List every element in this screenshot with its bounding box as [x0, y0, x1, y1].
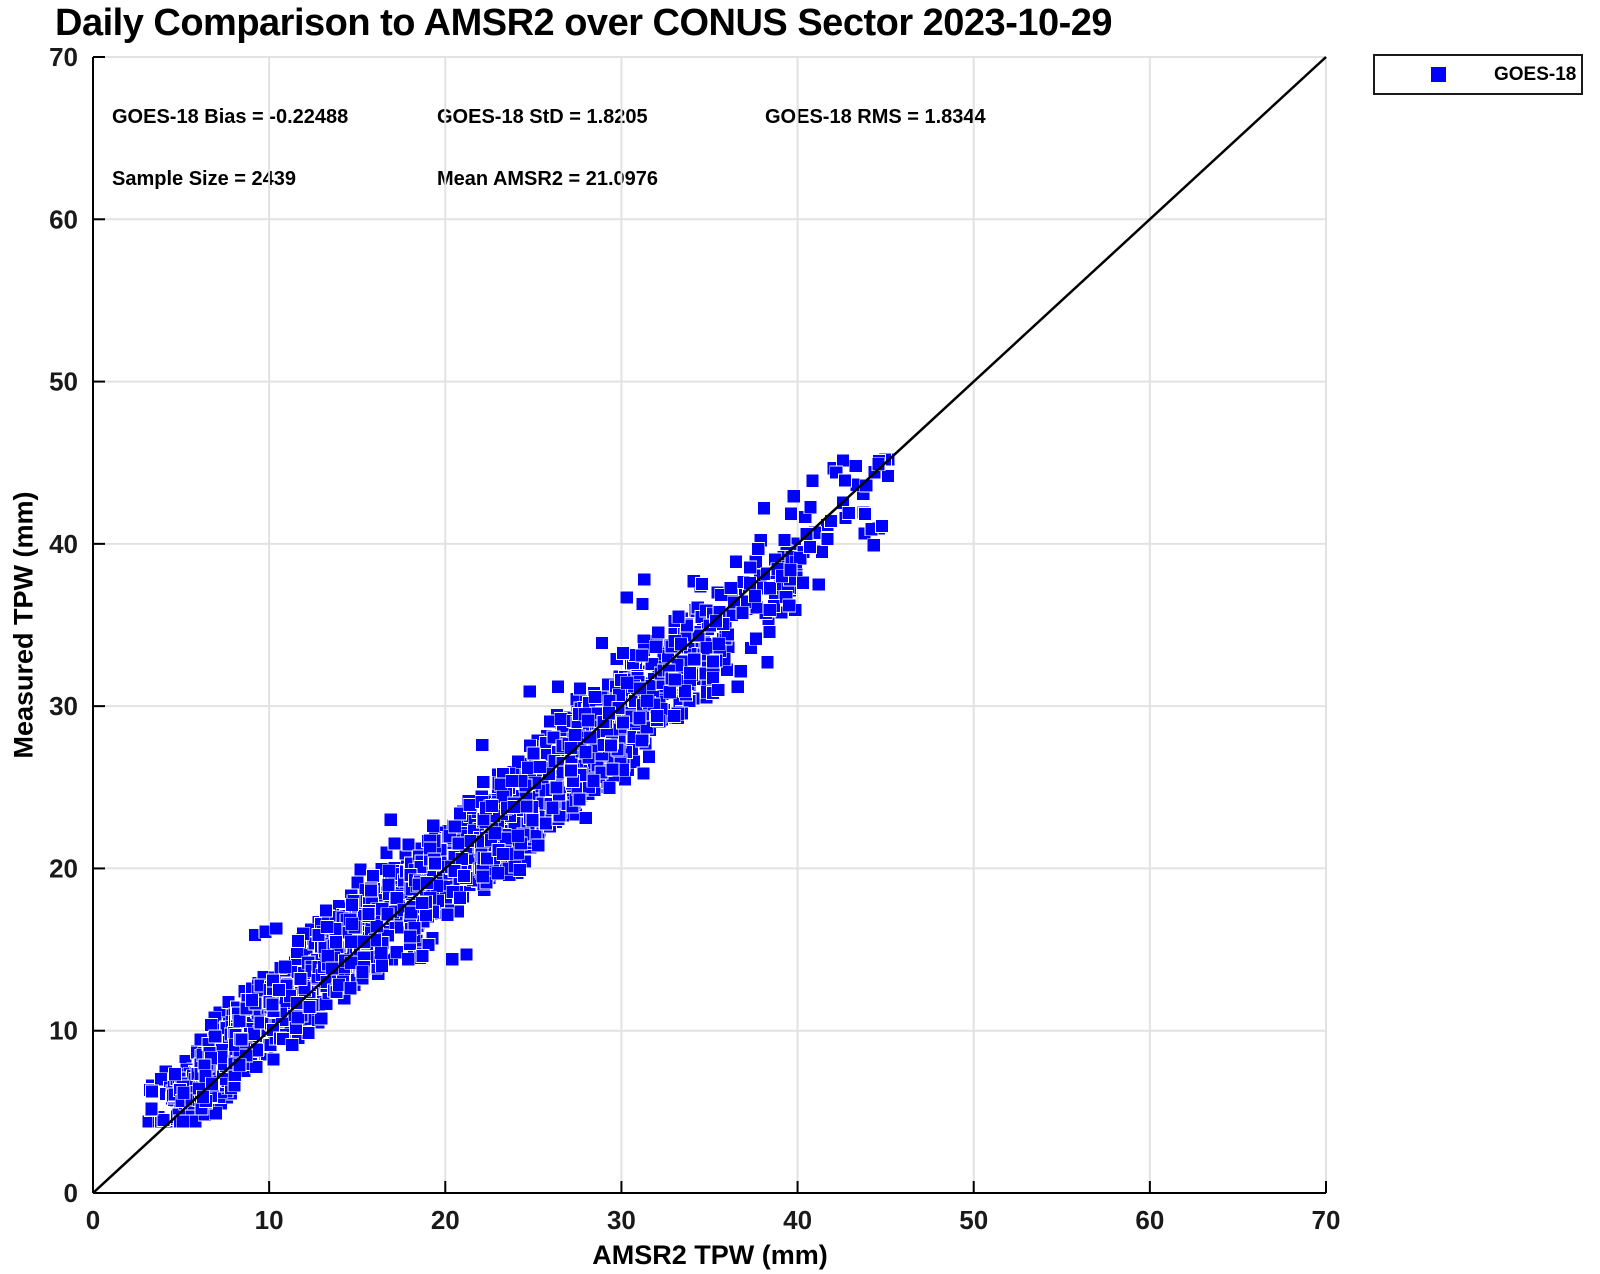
- chart-title: Daily Comparison to AMSR2 over CONUS Sec…: [55, 2, 1113, 44]
- y-tick-label: 40: [49, 529, 78, 559]
- legend-label: GOES-18: [1494, 63, 1577, 85]
- y-tick-label: 20: [49, 853, 78, 883]
- identity-line: [92, 56, 1327, 1194]
- stat-rms: GOES-18 RMS = 1.8344: [765, 106, 986, 128]
- x-tick-label: 50: [959, 1205, 988, 1235]
- x-tick-label: 70: [1312, 1205, 1341, 1235]
- legend-marker-square-icon: [1431, 67, 1446, 82]
- stat-mean-amsr2: Mean AMSR2 = 21.0976: [437, 168, 659, 190]
- scatter-points: [141, 452, 896, 1129]
- x-tick-label: 20: [431, 1205, 460, 1235]
- y-tick-label: 10: [49, 1016, 78, 1046]
- stat-bias: GOES-18 Bias = -0.22488: [112, 106, 349, 128]
- y-tick-label: 50: [49, 367, 78, 397]
- x-axis-label: AMSR2 TPW (mm): [592, 1240, 828, 1270]
- y-tick-label: 30: [49, 691, 78, 721]
- x-tick-label: 40: [783, 1205, 812, 1235]
- x-tick-label: 30: [607, 1205, 636, 1235]
- stat-std: GOES-18 StD = 1.8205: [437, 106, 648, 128]
- x-tick-label: 10: [255, 1205, 284, 1235]
- x-tick-label: 0: [86, 1205, 100, 1235]
- x-tick-label: 60: [1135, 1205, 1164, 1235]
- y-tick-label: 70: [49, 42, 78, 72]
- stat-sample-size: Sample Size = 2439: [112, 168, 297, 190]
- y-tick-label: 60: [49, 204, 78, 234]
- legend-box: GOES-18: [1373, 54, 1583, 95]
- y-tick-label: 0: [64, 1178, 78, 1208]
